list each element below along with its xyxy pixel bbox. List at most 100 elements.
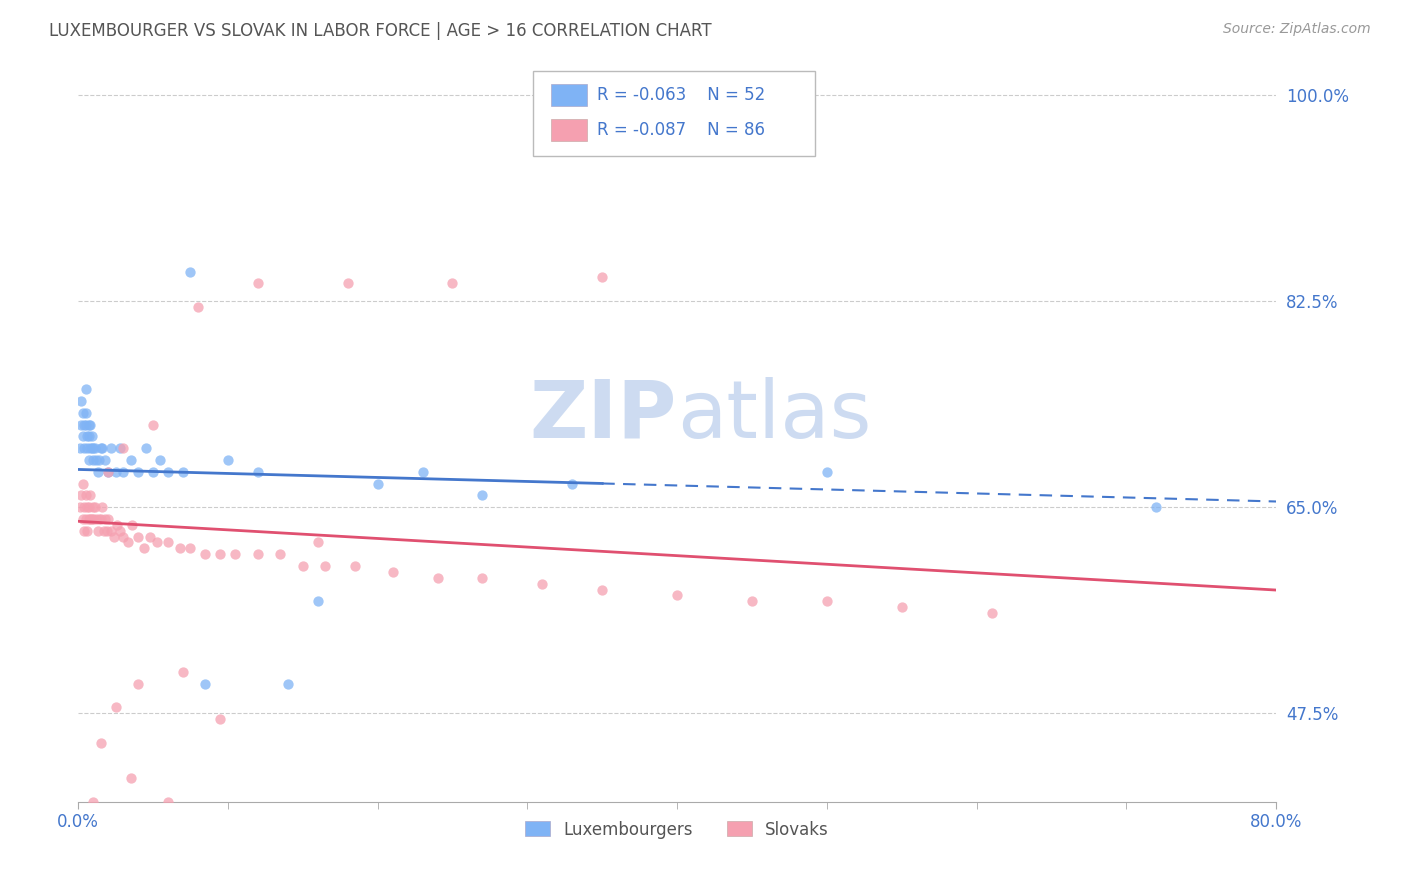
Point (412, 465, 434, 479)
Point (246, 277, 269, 291)
Point (172, 465, 194, 479)
Point (134, 442, 156, 456)
Point (90, 818, 112, 832)
Point (179, 541, 201, 556)
Point (86, 465, 108, 479)
Point (79, 417, 101, 432)
Point (79, 512, 101, 526)
FancyBboxPatch shape (533, 70, 815, 156)
Point (104, 700, 127, 714)
Point (103, 530, 125, 544)
Point (112, 465, 135, 479)
Point (75, 406, 97, 420)
Point (179, 264, 201, 278)
Point (77, 417, 100, 432)
Point (70, 417, 93, 432)
Point (91, 442, 114, 456)
Point (97, 465, 120, 479)
Point (139, 530, 162, 544)
Point (77, 877, 100, 891)
Point (367, 476, 389, 491)
Point (531, 576, 554, 591)
Text: atlas: atlas (678, 376, 872, 455)
Point (209, 712, 232, 726)
Point (79, 488, 101, 502)
Point (77, 429, 100, 443)
Point (83, 500, 105, 515)
Text: LUXEMBOURGER VS SLOVAK IN LABOR FORCE | AGE > 16 CORRELATION CHART: LUXEMBOURGER VS SLOVAK IN LABOR FORCE | … (49, 22, 711, 40)
Point (815, 465, 838, 479)
Point (100, 806, 122, 821)
Point (86, 524, 108, 538)
FancyBboxPatch shape (551, 119, 588, 141)
Point (79, 442, 101, 456)
Point (84, 512, 107, 526)
Point (224, 547, 246, 561)
Point (77, 453, 100, 467)
Point (741, 594, 763, 608)
Point (91, 500, 114, 515)
Point (117, 535, 139, 549)
Point (72, 476, 94, 491)
Point (471, 488, 494, 502)
Point (97, 465, 120, 479)
Point (75, 512, 97, 526)
Point (307, 594, 329, 608)
Point (314, 559, 336, 574)
Text: R = -0.063    N = 52: R = -0.063 N = 52 (596, 87, 765, 104)
Point (217, 453, 239, 467)
Point (666, 589, 689, 603)
Point (112, 442, 135, 456)
Point (344, 559, 367, 574)
Point (112, 530, 135, 544)
Point (561, 476, 583, 491)
Point (100, 524, 122, 538)
Point (90, 512, 112, 526)
Point (269, 547, 291, 561)
Point (142, 417, 165, 432)
Point (120, 453, 142, 467)
Point (120, 771, 142, 785)
Point (94, 512, 117, 526)
Point (146, 535, 169, 549)
Point (890, 600, 912, 615)
Point (80, 442, 103, 456)
Point (69, 442, 91, 456)
Point (591, 582, 613, 597)
Point (307, 535, 329, 549)
Point (441, 277, 464, 291)
FancyBboxPatch shape (551, 84, 588, 106)
Point (127, 530, 149, 544)
Legend: Luxembourgers, Slovaks: Luxembourgers, Slovaks (519, 814, 835, 846)
Point (194, 677, 217, 691)
Point (75, 383, 97, 397)
Point (246, 818, 269, 832)
Point (187, 300, 209, 314)
Point (72, 406, 94, 420)
Point (246, 465, 269, 479)
Point (94, 453, 117, 467)
Point (80, 512, 103, 526)
Point (815, 594, 838, 608)
Point (82, 830, 104, 844)
Point (82, 795, 104, 809)
Point (441, 854, 464, 868)
Point (336, 277, 359, 291)
Point (105, 517, 128, 532)
Point (76, 524, 98, 538)
Point (77, 512, 100, 526)
Point (277, 677, 299, 691)
Point (79, 841, 101, 855)
Point (82, 500, 104, 515)
Point (531, 877, 554, 891)
Point (108, 442, 131, 456)
Point (1144, 500, 1167, 515)
Point (75, 417, 97, 432)
Point (426, 571, 449, 585)
Point (104, 465, 127, 479)
Point (76, 442, 98, 456)
Point (73, 500, 96, 515)
Point (127, 677, 149, 691)
Point (69, 500, 91, 515)
Point (70, 488, 93, 502)
